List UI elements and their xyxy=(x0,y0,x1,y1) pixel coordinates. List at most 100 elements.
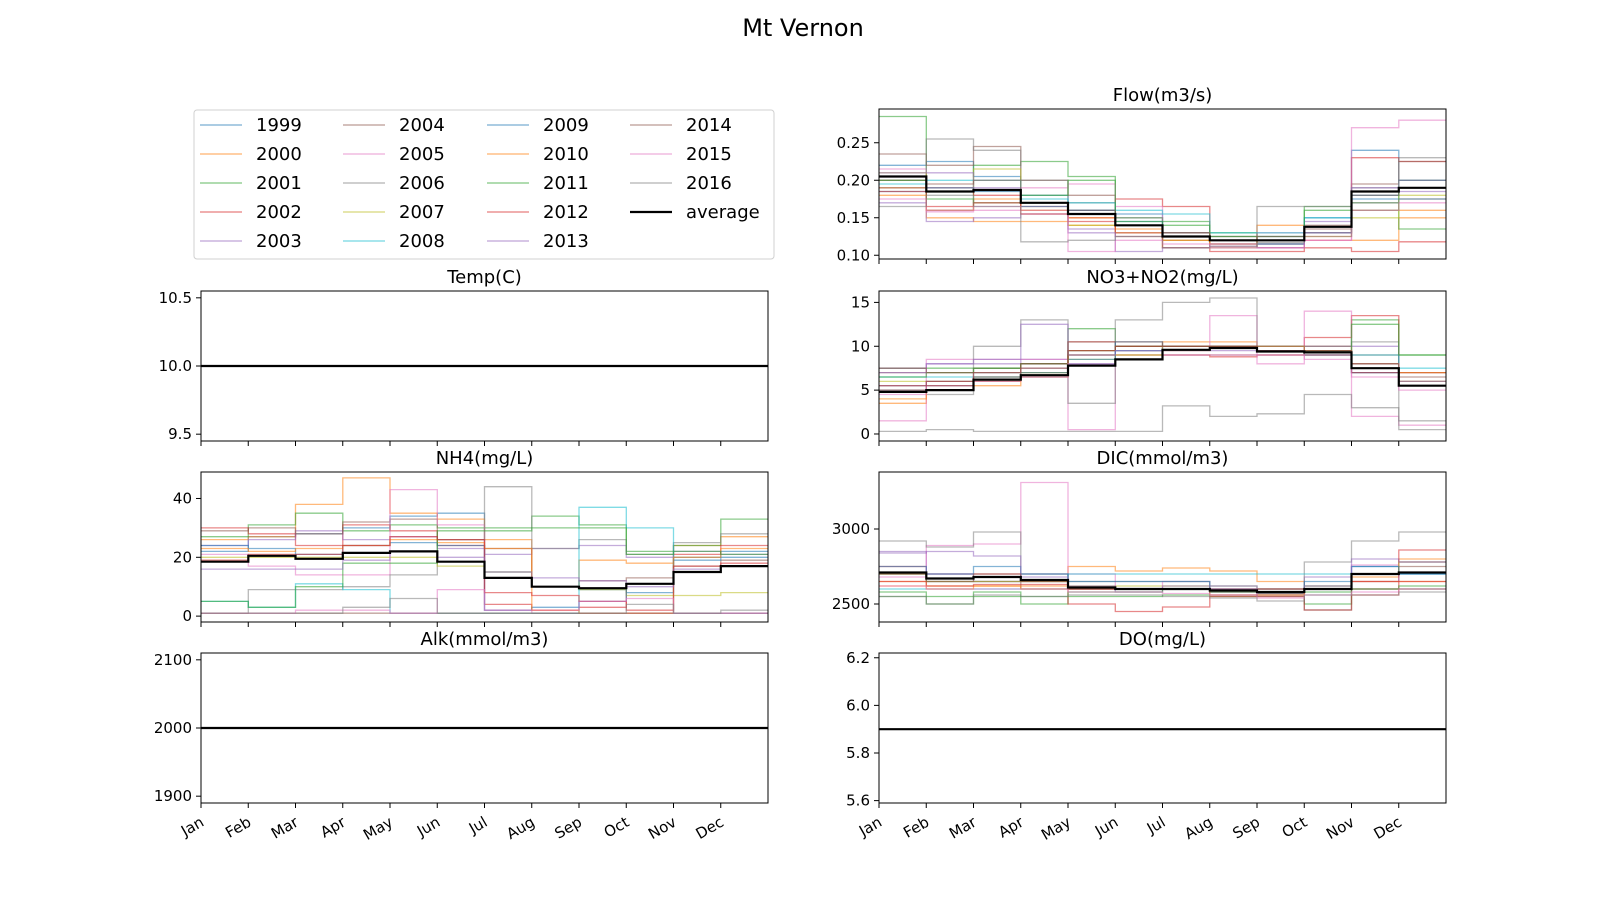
panel-frame-do-mg-l xyxy=(878,652,1447,804)
ytick-label-no3-no2-mg-l: 15 xyxy=(851,293,870,311)
figure-title: Mt Vernon xyxy=(742,14,864,42)
xtick-label-alk-mmol-m3-nov: Nov xyxy=(645,813,679,843)
series-no3-no2-mg-l-2016 xyxy=(879,393,1446,433)
xtick-label-do-mg-l-apr: Apr xyxy=(995,812,1027,841)
legend-item-2004: 2004 xyxy=(343,115,445,136)
legend-label: 2002 xyxy=(256,202,302,223)
ytick-label-nh4-mg-l: 20 xyxy=(173,548,192,566)
legend-label: 2016 xyxy=(686,173,732,194)
legend-label: 2012 xyxy=(543,202,589,223)
xtick-label-do-mg-l-feb: Feb xyxy=(900,813,932,842)
xtick-label-alk-mmol-m3-aug: Aug xyxy=(503,813,537,843)
legend-label: 2004 xyxy=(399,115,445,136)
legend-item-2016: 2016 xyxy=(630,173,732,194)
ytick-label-alk-mmol-m3: 2000 xyxy=(154,719,192,737)
ytick-label-alk-mmol-m3: 1900 xyxy=(154,787,192,805)
legend-label: 2007 xyxy=(399,202,445,223)
xtick-label-do-mg-l-mar: Mar xyxy=(946,812,980,842)
xtick-label-alk-mmol-m3-jan: Jan xyxy=(177,813,207,841)
panel-alk-mmol-m3: Alk(mmol/m3) 1900 2000 2100 Jan Feb Mar Apr May J… xyxy=(154,629,769,844)
legend-item-2010: 2010 xyxy=(487,144,589,165)
legend-label: 2013 xyxy=(543,231,589,252)
legend-item-2005: 2005 xyxy=(343,144,445,165)
panels: Temp(C) 9.5 10.0 10.5 NH4(mg/L) 0 20 40 Alk(mmol… xyxy=(154,85,1447,844)
legend-label: average xyxy=(686,202,760,223)
ytick-label-temp-c: 9.5 xyxy=(168,425,192,443)
series-no3-no2-mg-l-2015 xyxy=(879,354,1446,396)
legend-item-2014: 2014 xyxy=(630,115,732,136)
legend: 1999 2000 2001 2002 2003 2004 2005 2006 2007 2008… xyxy=(193,109,775,260)
ytick-label-nh4-mg-l: 40 xyxy=(173,489,192,507)
panel-temp-c: Temp(C) 9.5 10.0 10.5 xyxy=(159,267,769,446)
xtick-label-alk-mmol-m3-mar: Mar xyxy=(268,812,302,842)
xtick-label-alk-mmol-m3-apr: Apr xyxy=(317,812,349,841)
legend-label: 2011 xyxy=(543,173,589,194)
series-dic-mmol-m3-2006 xyxy=(879,531,1446,590)
xtick-label-alk-mmol-m3-dec: Dec xyxy=(693,813,727,843)
series-nh4-mg-l-2015 xyxy=(201,588,768,614)
ytick-label-do-mg-l: 5.8 xyxy=(846,744,870,762)
legend-label: 2003 xyxy=(256,231,302,252)
legend-label: 2006 xyxy=(399,173,445,194)
legend-label: 2008 xyxy=(399,231,445,252)
panel-title-alk-mmol-m3: Alk(mmol/m3) xyxy=(421,629,549,650)
xtick-label-do-mg-l-dec: Dec xyxy=(1371,813,1405,843)
ytick-label-do-mg-l: 5.6 xyxy=(846,792,870,810)
ytick-label-nh4-mg-l: 0 xyxy=(182,607,192,625)
panel-title-flow-m3-s: Flow(m3/s) xyxy=(1113,85,1213,106)
panel-title-do-mg-l: DO(mg/L) xyxy=(1119,629,1206,650)
legend-label: 2005 xyxy=(399,144,445,165)
xtick-label-do-mg-l-sep: Sep xyxy=(1230,813,1263,843)
ytick-label-no3-no2-mg-l: 5 xyxy=(860,381,870,399)
legend-label: 2001 xyxy=(256,173,302,194)
xtick-label-do-mg-l-oct: Oct xyxy=(1279,813,1311,842)
series-dic-mmol-m3-average xyxy=(879,571,1446,594)
panel-title-temp-c: Temp(C) xyxy=(446,267,522,288)
ytick-label-no3-no2-mg-l: 10 xyxy=(851,337,870,355)
panel-no3-no2-mg-l: NO3+NO2(mg/L) 0 5 10 15 xyxy=(851,267,1447,446)
legend-item-2003: 2003 xyxy=(200,231,302,252)
ytick-label-dic-mmol-m3: 3000 xyxy=(832,520,870,538)
panel-title-no3-no2-mg-l: NO3+NO2(mg/L) xyxy=(1086,267,1238,288)
series-dic-mmol-m3-2016 xyxy=(879,591,1446,605)
ytick-label-dic-mmol-m3: 2500 xyxy=(832,595,870,613)
ytick-label-alk-mmol-m3: 2100 xyxy=(154,651,192,669)
xtick-label-do-mg-l-may: May xyxy=(1038,813,1074,844)
series-flow-m3-s-2016 xyxy=(879,194,1446,249)
panel-flow-m3-s: Flow(m3/s) 0.10 0.15 0.20 0.25 xyxy=(837,85,1447,264)
xtick-label-alk-mmol-m3-oct: Oct xyxy=(601,813,633,842)
legend-label: 2009 xyxy=(543,115,589,136)
legend-item-2007: 2007 xyxy=(343,202,445,223)
legend-item-2013: 2013 xyxy=(487,231,589,252)
legend-item-2002: 2002 xyxy=(200,202,302,223)
xtick-label-alk-mmol-m3-feb: Feb xyxy=(222,813,254,842)
series-flow-m3-s-average xyxy=(879,175,1446,242)
legend-item-1999: 1999 xyxy=(200,115,302,136)
ytick-label-do-mg-l: 6.0 xyxy=(846,696,870,714)
panel-title-nh4-mg-l: NH4(mg/L) xyxy=(436,448,534,469)
legend-label: 2014 xyxy=(686,115,732,136)
xtick-label-alk-mmol-m3-jun: Jun xyxy=(413,813,443,841)
legend-label: 1999 xyxy=(256,115,302,136)
panel-do-mg-l: DO(mg/L) 5.6 5.8 6.0 6.2 Jan Feb Mar Apr May Jun Ju… xyxy=(846,629,1447,844)
xtick-label-do-mg-l-jan: Jan xyxy=(855,813,885,841)
panel-nh4-mg-l: NH4(mg/L) 0 20 40 xyxy=(173,448,769,627)
ytick-label-flow-m3-s: 0.10 xyxy=(837,246,870,264)
xtick-label-alk-mmol-m3-may: May xyxy=(360,813,396,844)
legend-label: 2000 xyxy=(256,144,302,165)
series-dic-mmol-m3-2015 xyxy=(879,585,1446,599)
legend-item-2001: 2001 xyxy=(200,173,302,194)
ytick-label-temp-c: 10.5 xyxy=(159,289,192,307)
xtick-label-alk-mmol-m3-jul: Jul xyxy=(465,813,491,838)
legend-item-2008: 2008 xyxy=(343,231,445,252)
ytick-label-flow-m3-s: 0.15 xyxy=(837,209,870,227)
series-nh4-mg-l-2011 xyxy=(201,527,768,608)
legend-item-2006: 2006 xyxy=(343,173,445,194)
legend-item-2015: 2015 xyxy=(630,144,732,165)
legend-item-2009: 2009 xyxy=(487,115,589,136)
series-nh4-mg-l-average xyxy=(201,550,768,590)
xtick-label-alk-mmol-m3-sep: Sep xyxy=(552,813,585,843)
ytick-label-temp-c: 10.0 xyxy=(159,357,192,375)
xtick-label-do-mg-l-nov: Nov xyxy=(1323,813,1357,843)
